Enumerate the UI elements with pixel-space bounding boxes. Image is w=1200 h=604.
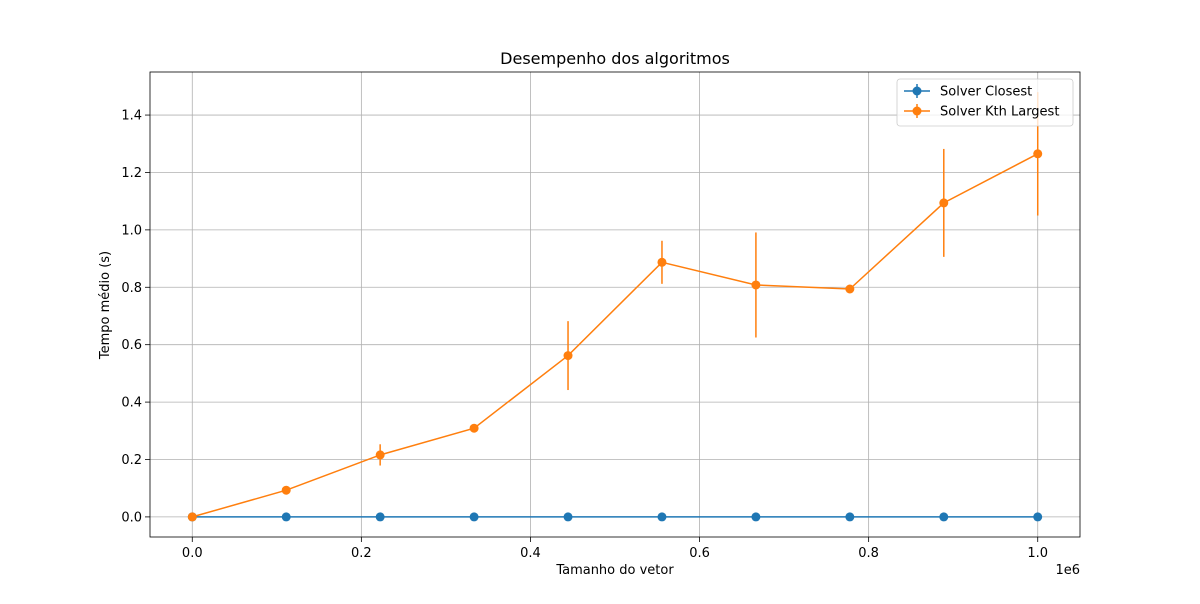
legend-marker	[912, 106, 922, 116]
legend: Solver Closest Solver Kth Largest	[896, 78, 1074, 127]
data-point	[375, 512, 385, 522]
chart-title: Desempenho dos algoritmos	[500, 49, 730, 68]
series-1	[187, 92, 1043, 522]
data-point	[563, 351, 573, 361]
data-point	[281, 512, 291, 522]
data-point	[939, 512, 949, 522]
x-tick-label: 0.4	[520, 546, 541, 561]
data-point	[751, 512, 761, 522]
x-tick-label: 0.0	[182, 546, 203, 561]
data-point	[1033, 149, 1043, 159]
legend-marker	[912, 86, 922, 96]
series-line	[192, 153, 1039, 518]
legend-box	[896, 78, 1074, 127]
x-tick-label: 0.8	[858, 546, 879, 561]
data-point	[563, 512, 573, 522]
y-tick-label: 0.6	[121, 338, 142, 353]
x-tick-label: 0.2	[351, 546, 372, 561]
y-axis-label: Tempo médio (s)	[98, 251, 113, 360]
legend-label: Solver Closest	[940, 85, 1032, 100]
data-point	[845, 512, 855, 522]
x-axis-offset-label: 1e6	[1055, 563, 1080, 578]
y-tick-label: 1.2	[121, 166, 142, 181]
data-point	[281, 485, 291, 495]
y-tick-label: 0.0	[121, 510, 142, 525]
axes: 0.0 0.2 0.4 0.6 0.8 1.0 0.0 0.2 0.4 0.6 0.8 1.0 1.2 1…	[121, 71, 1081, 561]
legend-item-1: Solver Kth Largest	[904, 104, 1059, 120]
data-point	[469, 423, 479, 433]
y-tick-label: 1.4	[121, 109, 142, 124]
data-point	[469, 512, 479, 522]
x-axis-label: Tamanho do vetor	[555, 563, 674, 578]
series-group	[187, 92, 1043, 522]
data-point	[845, 284, 855, 294]
data-point	[939, 198, 949, 208]
x-tick-label: 1.0	[1027, 546, 1048, 561]
data-point	[657, 512, 667, 522]
data-point	[187, 512, 197, 522]
series-0	[187, 512, 1043, 522]
data-point	[1033, 512, 1043, 522]
legend-item-0: Solver Closest	[904, 84, 1032, 100]
y-tick-label: 0.2	[121, 453, 142, 468]
legend-label: Solver Kth Largest	[940, 105, 1059, 120]
x-tick-label: 0.6	[689, 546, 710, 561]
plot-frame	[149, 71, 1081, 538]
grid	[150, 72, 1080, 537]
data-point	[375, 450, 385, 460]
y-tick-label: 0.4	[121, 396, 142, 411]
y-tick-label: 0.8	[121, 281, 142, 296]
data-point	[751, 280, 761, 290]
y-tick-label: 1.0	[121, 223, 142, 238]
data-point	[657, 257, 667, 267]
